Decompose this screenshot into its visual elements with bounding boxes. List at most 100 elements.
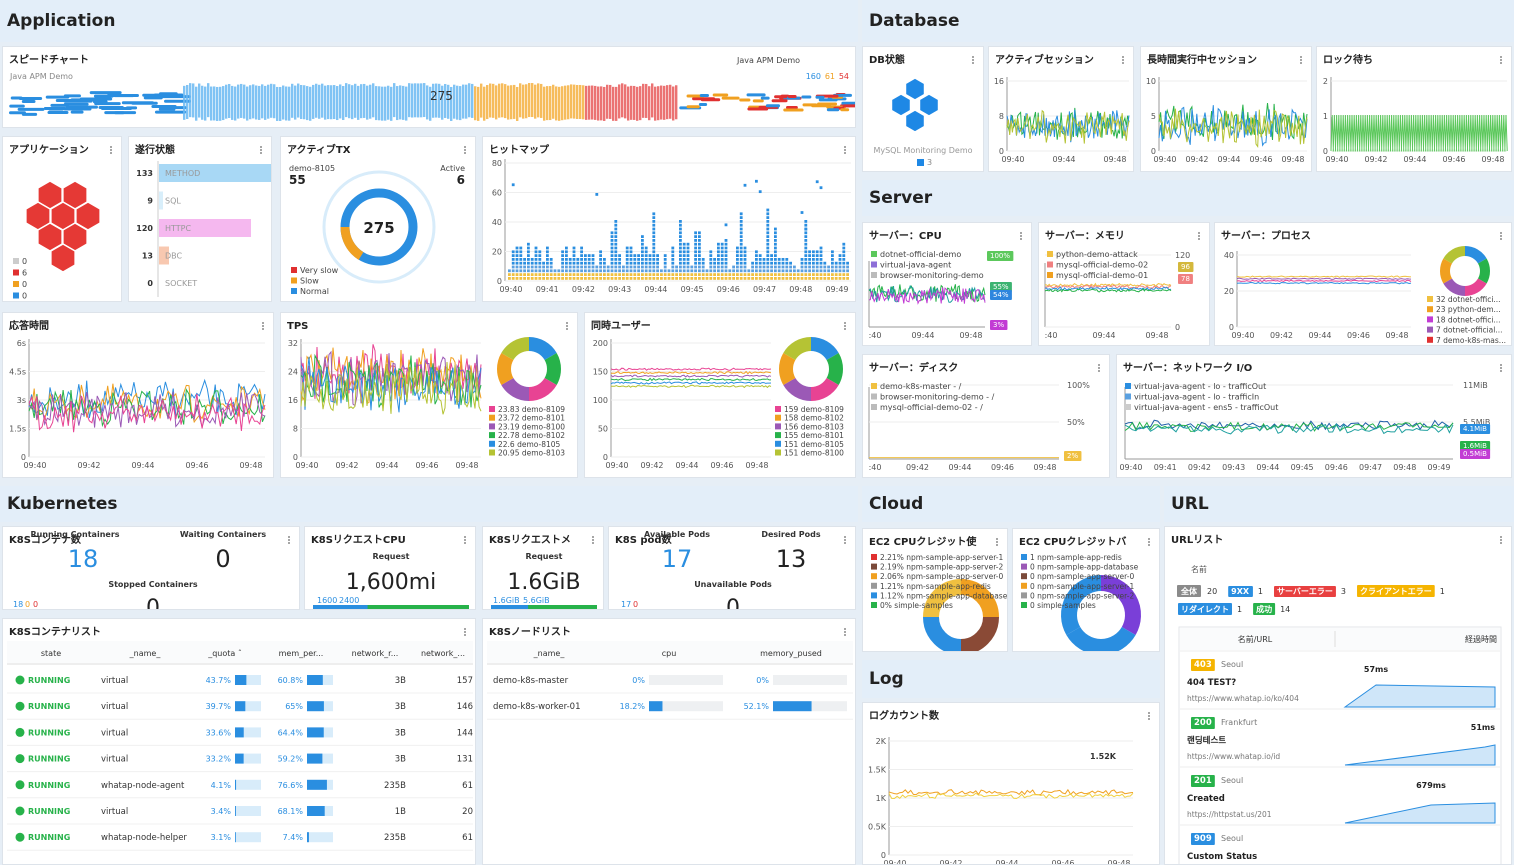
heat-cell — [823, 265, 827, 269]
x-tick-label: 09:46 — [185, 461, 208, 470]
speed-bar — [621, 83, 624, 118]
widget: DB状態 MySQL Monitoring Demo 3 — [862, 46, 984, 172]
speed-bar — [303, 85, 306, 120]
legend-label: 151 demo-8105 — [784, 440, 844, 449]
x-tick-label: 09:49 — [825, 285, 848, 294]
speed-bar — [432, 83, 435, 118]
legend-swatch — [1021, 582, 1027, 589]
heat-cell — [644, 250, 648, 254]
heat-cell — [572, 277, 576, 280]
speed-bar — [426, 85, 429, 120]
heat-cell — [561, 258, 564, 261]
label: virtual — [101, 728, 128, 738]
x-tick-label: 09:49 — [1427, 463, 1450, 472]
usage-track — [235, 701, 261, 712]
speed-bar — [366, 85, 369, 120]
menu-dot — [996, 541, 998, 543]
menu-dot — [1122, 56, 1124, 58]
heat-cell — [652, 227, 656, 231]
heat-cell — [842, 269, 846, 273]
heat-cell — [519, 254, 523, 257]
heat-cell — [842, 265, 846, 269]
heat-cell — [808, 261, 811, 265]
heat-cell — [606, 277, 610, 280]
heat-cell — [576, 273, 580, 276]
heat-cell — [766, 220, 770, 223]
heat-cell — [770, 258, 773, 261]
heat-cell — [720, 246, 724, 250]
menu-dot — [1020, 235, 1022, 237]
speed-bar — [438, 83, 441, 118]
menu-dot — [844, 328, 846, 330]
heat-cell — [614, 254, 618, 257]
heat-cell — [614, 258, 618, 261]
heat-cell — [679, 242, 682, 246]
heat-cell — [625, 265, 629, 269]
legend-label: 1.21% npm-sample-app-redis — [880, 582, 991, 591]
y-tick-label: 5 — [1151, 112, 1156, 121]
speed-bar — [480, 83, 483, 118]
menu-dot — [464, 146, 466, 148]
heat-cell — [732, 273, 735, 276]
heat-cell — [694, 273, 697, 276]
heat-cell — [796, 277, 800, 280]
label: 55 — [289, 173, 306, 187]
heat-cell — [629, 250, 633, 254]
speed-bar — [417, 83, 420, 118]
label: 3.4% — [211, 807, 232, 816]
heat-cell — [815, 250, 819, 254]
heat-cell — [584, 258, 587, 261]
heat-cell — [766, 227, 770, 231]
y-tick-label: 0.5K — [868, 823, 887, 832]
label: 235B — [384, 833, 406, 843]
x-tick-label: :40 — [869, 331, 882, 340]
speed-bar — [567, 85, 570, 120]
heat-cell — [679, 250, 682, 254]
heat-cell — [724, 261, 728, 265]
y-tick-label: 0 — [497, 277, 502, 286]
menu-dot — [464, 628, 466, 630]
label: 0 — [33, 600, 38, 609]
ring — [322, 170, 436, 284]
heat-cell — [641, 235, 644, 238]
x-tick-label: 09:44 — [948, 463, 971, 472]
widget-title: サーバー：ディスク — [869, 361, 958, 374]
column-header: _quota ˆ — [207, 648, 242, 658]
x-tick-label: 09:44 — [1403, 155, 1426, 164]
heat-cell — [679, 235, 682, 238]
heat-cell — [755, 254, 758, 257]
heat-cell — [614, 261, 618, 265]
hexagon — [904, 77, 926, 101]
heat-cell — [819, 258, 823, 261]
menu-dot — [844, 322, 846, 324]
heat-cell — [527, 242, 530, 246]
speed-bar — [336, 86, 339, 121]
heat-cell — [633, 261, 637, 265]
heat-cell — [671, 261, 675, 265]
heat-cell — [546, 277, 549, 280]
heat-cell — [766, 269, 770, 273]
heat-cell — [595, 277, 599, 280]
menu-dot — [260, 149, 262, 151]
label: SOCKET — [165, 279, 197, 288]
x-tick-label: 09:48 — [1107, 859, 1130, 865]
donut-segment — [501, 337, 530, 361]
speed-bar — [204, 86, 207, 121]
heat-cell — [819, 246, 823, 250]
heat-cell — [644, 277, 648, 280]
label: 랜딩테스트 — [1187, 735, 1226, 746]
badge — [990, 290, 1012, 300]
donut-segment — [1443, 246, 1466, 264]
heat-cell — [523, 277, 526, 280]
speed-bar — [477, 86, 480, 121]
filter-count: 1 — [1440, 587, 1445, 596]
badge — [1460, 424, 1491, 434]
heat-cell — [641, 261, 644, 265]
heat-cell — [641, 258, 644, 261]
speed-bar — [642, 83, 645, 118]
heat-cell — [648, 273, 652, 276]
heat-cell — [774, 265, 777, 269]
filter-count: 1 — [1237, 605, 1242, 614]
